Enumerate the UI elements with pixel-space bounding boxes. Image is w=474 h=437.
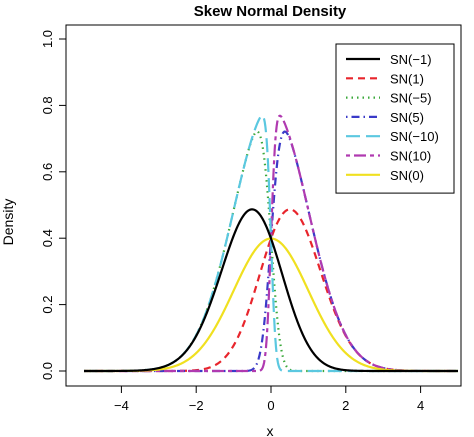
x-axis-label: x [267, 423, 274, 437]
y-tick-label: 0.2 [40, 296, 55, 314]
legend-label: SN(10) [390, 149, 431, 164]
y-tick-label: 1.0 [40, 30, 55, 48]
y-tick-label: 0.0 [40, 362, 55, 380]
y-tick-label: 0.4 [40, 229, 55, 247]
x-tick-label: −4 [114, 398, 129, 413]
legend-label: SN(1) [390, 71, 424, 86]
y-tick-label: 0.8 [40, 96, 55, 114]
y-tick-label: 0.6 [40, 163, 55, 181]
legend-label: SN(−1) [390, 52, 432, 67]
legend-label: SN(5) [390, 110, 424, 125]
x-tick-label: 0 [267, 398, 274, 413]
legend-label: SN(−10) [390, 129, 439, 144]
legend: SN(−1) SN(1) SN(−5) SN(5) SN(−10) SN(10) SN(0) [336, 44, 454, 193]
legend-label: SN(0) [390, 168, 424, 183]
x-tick-label: −2 [189, 398, 204, 413]
x-tick-label: 4 [417, 398, 424, 413]
chart-title: Skew Normal Density [194, 3, 347, 20]
legend-label: SN(−5) [390, 91, 432, 106]
y-axis-label: Density [0, 199, 16, 246]
x-tick-label: 2 [342, 398, 349, 413]
